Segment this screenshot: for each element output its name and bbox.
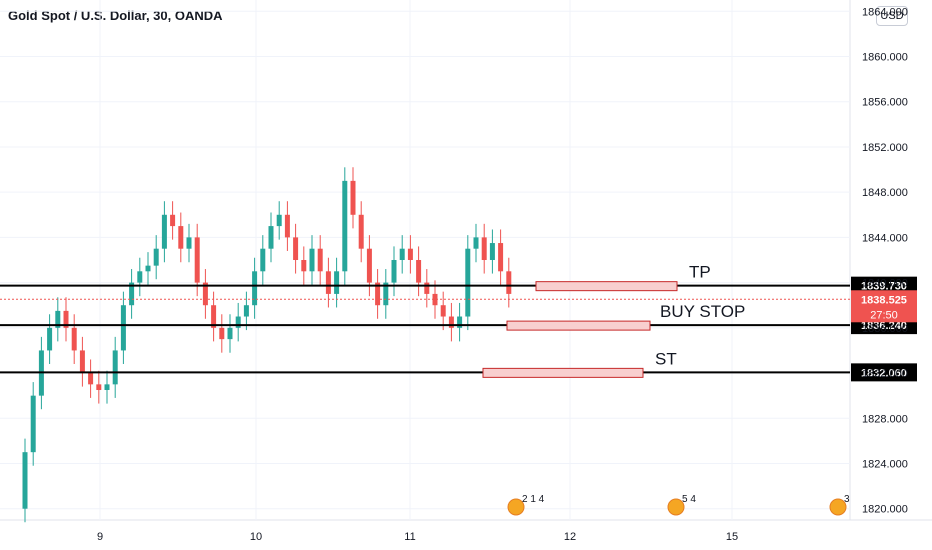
- candle-body: [227, 327, 233, 340]
- x-tick-label: 11: [404, 531, 415, 543]
- y-tick-label: 1820.000: [862, 504, 908, 516]
- candle-body: [383, 282, 389, 306]
- level-label: BUY STOP: [660, 302, 745, 321]
- candle-body: [309, 248, 315, 272]
- level-label: TP: [689, 263, 711, 282]
- candle-body: [186, 237, 192, 249]
- event-marker-icon: [667, 498, 685, 516]
- candle-body: [358, 214, 364, 249]
- event-marker-icon: [507, 498, 525, 516]
- candle-body: [416, 260, 422, 283]
- candle-body: [293, 237, 299, 260]
- candle-body: [407, 248, 413, 260]
- candle-body: [55, 310, 61, 328]
- candle-body: [366, 248, 372, 283]
- candle-body: [481, 237, 487, 260]
- candle-body: [178, 226, 184, 249]
- event-marker-label: 2 1 4: [522, 494, 545, 505]
- candle-body: [235, 316, 241, 328]
- y-tick-label: 1840.000: [862, 278, 908, 290]
- candle-body: [202, 282, 208, 306]
- x-tick-label: 15: [726, 531, 738, 543]
- candle-body: [47, 327, 53, 351]
- candle-body: [506, 271, 512, 294]
- y-tick-label: 1860.000: [862, 52, 908, 64]
- level-label: ST: [655, 349, 677, 368]
- candle-body: [104, 384, 110, 390]
- candle-body: [301, 260, 307, 272]
- price-tag-bg: [851, 276, 917, 295]
- candle-body: [145, 265, 151, 272]
- candle-body: [399, 248, 405, 260]
- candle-body: [375, 282, 381, 306]
- candle-body: [22, 452, 28, 509]
- price-tag-label: 1836.240: [861, 320, 907, 332]
- candle-body: [161, 214, 167, 249]
- current-price-label: 1838.525: [861, 294, 907, 306]
- y-tick-label: 1852.000: [862, 142, 908, 154]
- candle-body: [391, 260, 397, 283]
- x-tick-label: 9: [97, 531, 103, 543]
- candle-body: [325, 271, 331, 294]
- y-tick-label: 1864.000: [862, 6, 908, 18]
- level-box: [506, 320, 651, 331]
- candle-body: [129, 282, 135, 306]
- candle-body: [489, 243, 495, 260]
- event-marker-icon: [829, 498, 847, 516]
- event-marker-label: 5 4: [682, 494, 696, 505]
- candle-body: [276, 214, 282, 227]
- candle-body: [79, 350, 85, 374]
- level-box: [482, 367, 644, 378]
- candle-body: [71, 327, 77, 351]
- candle-body: [317, 248, 323, 272]
- y-tick-label: 1828.000: [862, 413, 908, 425]
- candle-body: [243, 305, 249, 317]
- currency-button[interactable]: USD: [876, 6, 908, 26]
- y-tick-label: 1836.000: [862, 323, 908, 335]
- candle-body: [457, 316, 463, 328]
- x-tick-label: 12: [564, 531, 576, 543]
- price-tag-label: 1832.060: [861, 367, 907, 379]
- y-tick-label: 1832.000: [862, 368, 908, 380]
- countdown-label: 27:50: [870, 309, 898, 321]
- candle-body: [465, 248, 471, 317]
- current-price-tag: [851, 290, 917, 323]
- candle-body: [137, 271, 143, 283]
- candle-body: [498, 243, 504, 272]
- y-tick-label: 1856.000: [862, 97, 908, 109]
- candle-body: [211, 305, 217, 328]
- candle-body: [448, 316, 454, 328]
- candle-body: [88, 373, 94, 385]
- candle-body: [112, 350, 118, 385]
- candle-body: [268, 226, 274, 249]
- level-box: [535, 281, 678, 292]
- candle-body: [473, 237, 479, 249]
- candle-body: [260, 248, 266, 272]
- candle-body: [63, 310, 69, 328]
- price-tag-bg: [851, 363, 917, 382]
- candle-body: [153, 248, 159, 266]
- y-tick-label: 1844.000: [862, 232, 908, 244]
- y-tick-label: 1824.000: [862, 458, 908, 470]
- candle-body: [194, 237, 200, 283]
- candle-body: [170, 214, 176, 227]
- candle-body: [350, 180, 356, 215]
- candle-body: [219, 327, 225, 340]
- x-tick-label: 10: [250, 531, 262, 543]
- candle-body: [342, 180, 348, 272]
- candle-body: [440, 305, 446, 317]
- candle-body: [432, 293, 438, 306]
- candle-body: [424, 282, 430, 294]
- candle-body: [334, 271, 340, 294]
- candle-body: [252, 271, 258, 306]
- candle-body: [96, 384, 102, 390]
- candle-body: [30, 395, 36, 453]
- y-tick-label: 1848.000: [862, 187, 908, 199]
- event-marker-label: 3: [844, 494, 850, 505]
- candle-body: [284, 214, 290, 238]
- price-tag-label: 1839.730: [861, 281, 907, 293]
- candle-body: [120, 305, 126, 351]
